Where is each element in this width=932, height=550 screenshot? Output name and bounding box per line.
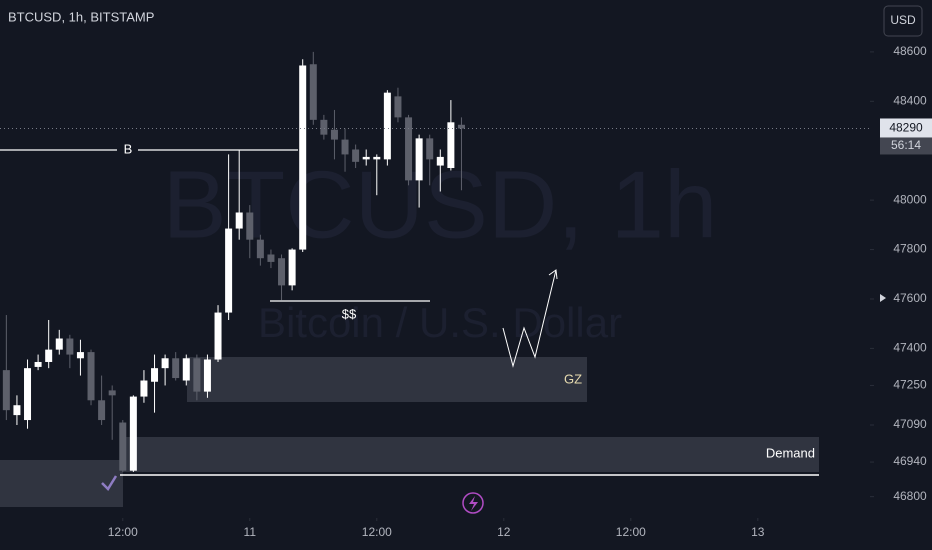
candle-body [457,124,465,129]
candle-body [108,390,116,396]
candle-body [193,358,201,392]
candle-body [151,368,159,382]
candle-body [225,228,233,313]
candle-body [98,400,106,421]
x-tick-label: 12 [497,525,511,539]
candle-body [55,338,63,350]
countdown-label: 56:14 [891,138,921,152]
candle-body [256,239,264,259]
candle-body [405,117,413,181]
symbol-title: BTCUSD, 1h, BITSTAMP [8,9,154,24]
y-tick-label: 48600 [893,44,927,58]
axis-marker [880,294,886,302]
candle-body [267,254,275,262]
candle-body [214,312,222,360]
candle-body [383,92,391,160]
y-tick-label: 46800 [893,489,927,503]
candle-body [129,396,137,471]
candle-body [426,138,434,160]
y-tick-label: 48000 [893,192,927,206]
countdown-box [880,137,932,155]
candle-body [362,156,370,160]
candle-body [436,156,444,166]
liquidity-label: $$ [342,306,357,321]
candle-body [140,380,148,397]
x-tick-label: 11 [244,525,257,539]
alert-bolt[interactable] [469,496,478,511]
candle-body [309,64,317,120]
demand-label: Demand [766,445,815,460]
candle-body [76,352,84,359]
y-tick-label: 48400 [893,93,927,107]
candle-body [161,358,169,369]
watermark-description: Bitcoin / U.S. Dollar [258,299,622,346]
candle-body [447,122,455,169]
candle-body [341,139,349,155]
y-tick-label: 47250 [893,378,927,392]
candle-body [330,129,338,140]
candle-body [66,338,74,355]
y-tick-label: 47090 [893,417,927,431]
candle-body [288,249,296,286]
projection-path [502,269,557,368]
candle-body [246,212,254,240]
candle-body [24,368,32,421]
candle-body [13,405,21,416]
x-tick-label: 12:00 [616,525,646,539]
check-icon [101,475,118,492]
last-price-label: 48290 [889,121,923,135]
candle-body [45,349,53,362]
candle-body [203,359,211,392]
candle-body [320,119,328,135]
candle-body [352,149,360,162]
y-tick-label: 47800 [893,242,927,256]
left-zone [0,460,123,507]
y-tick-label: 47400 [893,341,927,355]
alert-icon[interactable] [462,492,484,514]
candle-body [182,358,190,381]
candle-body [415,138,423,181]
candle-body [172,358,180,379]
x-tick-label: 12:00 [108,525,138,539]
y-tick-label: 47600 [893,291,927,305]
currency-button[interactable] [883,5,923,37]
currency-button-label[interactable]: USD [890,13,916,27]
demand-zone [123,437,819,472]
candle-body [278,258,286,286]
candle-body [235,212,243,229]
y-tick-label: 46940 [893,454,927,468]
candle-body [394,96,402,118]
x-tick-label: 12:00 [362,525,392,539]
candle-body [299,65,307,250]
last-price-box [880,118,932,138]
gz-zone [187,357,587,402]
candle-body [119,422,127,471]
candle-body [2,370,10,411]
x-tick-label: 13 [751,525,765,539]
candle-body [34,361,42,367]
break-label: B [124,141,133,156]
candle-body [373,156,381,160]
gz-label: GZ [564,371,582,386]
candle-body [87,352,95,401]
projection-arrow [548,269,558,280]
